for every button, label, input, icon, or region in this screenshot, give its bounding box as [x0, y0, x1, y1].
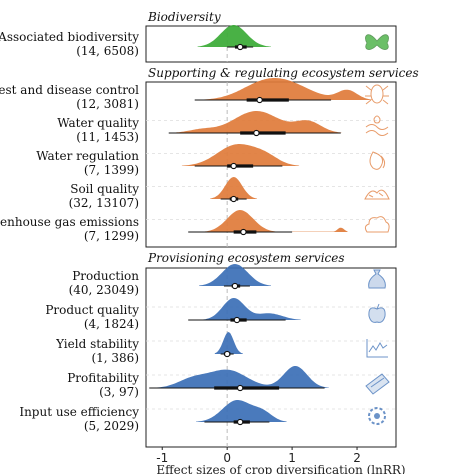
point-estimate: [237, 384, 244, 392]
row-label: Pest and disease control: [0, 83, 139, 97]
density-shape: [196, 400, 287, 422]
apple-icon: [368, 303, 386, 323]
point-estimate: [256, 96, 263, 104]
density-shape: [174, 111, 342, 133]
point-estimate: [237, 43, 244, 51]
x-tick-label: 2: [353, 451, 361, 465]
point-estimate: [230, 162, 237, 170]
row-yield-stability: Yield stability(1, 386): [55, 332, 396, 376]
density-shape: [181, 144, 300, 166]
gear-teeth: [368, 407, 386, 425]
row-count: (1, 386): [91, 351, 139, 365]
row-water-quality: Water quality(11, 1453): [57, 111, 396, 154]
point-estimate: [253, 129, 260, 137]
point-estimate: [237, 418, 244, 426]
point-estimate: [230, 195, 237, 203]
bug-body: [370, 84, 384, 104]
point-estimate: [240, 228, 247, 236]
panel-frame: [145, 25, 397, 63]
banknote-shape: [365, 373, 390, 395]
density-shape: [210, 177, 257, 199]
row-count: (11, 1453): [76, 130, 139, 144]
row-label: Profitability: [67, 371, 139, 385]
money-bag-shape: [368, 269, 386, 289]
density-shape: [199, 264, 271, 286]
row-count: (40, 23049): [69, 283, 139, 297]
line-chart-icon: [366, 339, 388, 358]
bug-icon: [365, 84, 389, 105]
panel-title: Biodiversity: [147, 10, 221, 24]
row-label: Water regulation: [36, 149, 139, 163]
panel-title: Supporting & regulating ecosystem servic…: [148, 66, 419, 80]
row-greenhouse-gas-emissions: Greenhouse gas emissions(7, 1299): [0, 210, 390, 243]
row-pest-and-disease-control: Pest and disease control(12, 3081): [0, 78, 396, 121]
panel-frame: [145, 267, 397, 448]
soil-mound: [364, 189, 390, 200]
row-count: (32, 13107): [69, 196, 139, 210]
x-tick-label: -1: [156, 451, 168, 465]
point-estimate: [231, 282, 239, 290]
density-shape: [203, 210, 348, 232]
row-label: Associated biodiversity: [0, 30, 139, 44]
soil-icon: [364, 189, 390, 200]
x-axis-label: Effect sizes of crop diversification (ln…: [156, 463, 405, 474]
panel-2: Supporting & regulating ecosystem servic…: [0, 66, 419, 248]
row-count: (7, 1399): [84, 163, 139, 177]
x-tick-label: 1: [288, 451, 296, 465]
density-shape: [202, 298, 301, 320]
bug-legs: [365, 85, 389, 105]
row-count: (12, 3081): [76, 97, 139, 111]
x-tick-label: 0: [223, 451, 231, 465]
row-count: (3, 97): [99, 385, 139, 399]
row-input-use-efficiency: Input use efficiency(5, 2029): [19, 400, 386, 433]
row-water-regulation: Water regulation(7, 1399): [36, 144, 396, 187]
density-shape: [214, 332, 243, 354]
density-shape: [200, 78, 373, 100]
row-label: Product quality: [45, 303, 139, 317]
gear-icon: [368, 407, 386, 425]
cloud-shape: [364, 216, 390, 233]
density-shape: [197, 25, 271, 47]
cloud-icon: [364, 216, 390, 233]
droplet-icon: [369, 151, 386, 170]
density-shape: [156, 366, 329, 388]
row-count: (4, 1824): [84, 317, 139, 331]
row-label: Input use efficiency: [19, 405, 139, 419]
panel-title: Provisioning ecosystem services: [147, 251, 345, 265]
row-count: (14, 6508): [76, 44, 139, 58]
money-bag-icon: [368, 269, 386, 289]
row-soil-quality: Soil quality(32, 13107): [69, 177, 396, 220]
row-label: Yield stability: [55, 337, 139, 351]
butterfly-icon: [365, 34, 389, 50]
row-profitability: Profitability(3, 97): [67, 366, 396, 410]
row-label: Water quality: [57, 116, 139, 130]
water-waves: [365, 115, 389, 136]
butterfly-shape: [365, 34, 389, 50]
row-count: (7, 1299): [84, 229, 139, 243]
row-production: Production(40, 23049): [69, 264, 396, 308]
apple-shape: [368, 303, 386, 323]
gear-hub: [374, 413, 380, 419]
row-label: Greenhouse gas emissions: [0, 215, 139, 229]
row-label: Soil quality: [70, 182, 139, 196]
point-estimate: [233, 316, 241, 324]
row-count: (5, 2029): [84, 419, 139, 433]
droplet-shape: [369, 151, 386, 170]
banknote-icon: [365, 373, 390, 395]
row-product-quality: Product quality(4, 1824): [45, 298, 396, 342]
point-estimate: [224, 350, 231, 358]
water-icon: [365, 115, 389, 136]
line-chart-shape: [366, 339, 388, 358]
panel-3: Provisioning ecosystem servicesProductio…: [19, 251, 397, 448]
row-associated-biodiversity: Associated biodiversity(14, 6508): [0, 25, 389, 58]
row-label: Production: [72, 269, 139, 283]
